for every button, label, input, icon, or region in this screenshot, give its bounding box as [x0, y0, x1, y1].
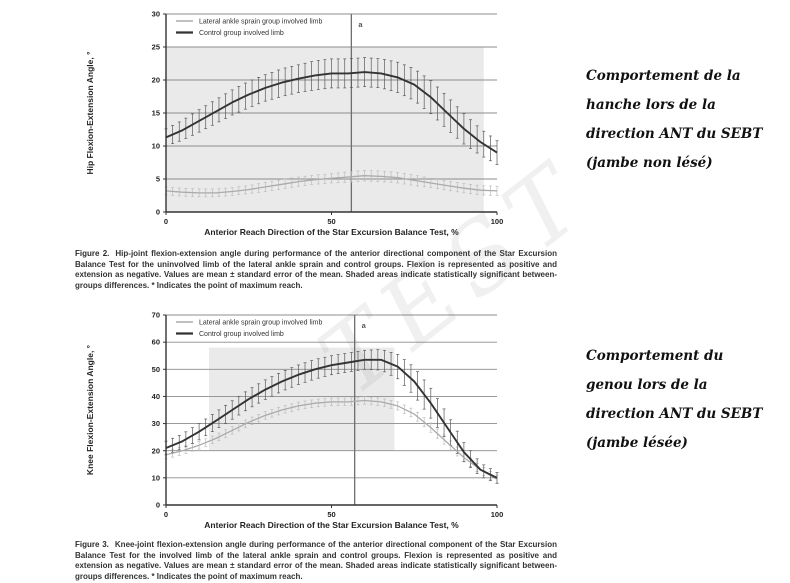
- knee-flexion-chart: a 0 10 20 30 40 50 60 70 0 50 100 Anterior Reach Dir…: [85, 311, 504, 530]
- legend-label: Control group involved limb: [199, 331, 284, 338]
- note-knee: Comportement du genou lors de la directi…: [586, 342, 771, 458]
- y-axis-title: Knee Flexion-Extension Angle, °: [85, 344, 95, 475]
- note-hip-line-2: hanche lors de la: [586, 97, 716, 113]
- marker-label: a: [362, 321, 367, 330]
- series-line: [165, 71, 498, 154]
- svg-text:25: 25: [152, 43, 160, 52]
- figure-2-caption-label: Figure 2.: [75, 249, 110, 258]
- note-hip-line-4: (jambe non lésé): [586, 155, 713, 171]
- figure-3-caption-label: Figure 3.: [75, 540, 109, 549]
- x-axis-title: Anterior Reach Direction of the Star Exc…: [204, 227, 459, 237]
- svg-text:70: 70: [152, 311, 160, 320]
- svg-text:100: 100: [491, 510, 504, 519]
- note-knee-line-4: (jambe lésée): [586, 435, 688, 451]
- shaded-region: [209, 347, 395, 451]
- svg-text:0: 0: [156, 208, 160, 217]
- svg-text:20: 20: [152, 76, 160, 85]
- figure-3-caption-text: Knee-joint flexion-extension angle durin…: [75, 540, 557, 581]
- svg-text:30: 30: [152, 419, 160, 428]
- svg-text:20: 20: [152, 446, 160, 455]
- note-hip-line-1: Comportement de la: [586, 68, 741, 84]
- series-line: [165, 175, 498, 194]
- note-hip: Comportement de la hanche lors de la dir…: [586, 62, 771, 178]
- note-knee-line-3: direction ANT du SEBT: [586, 406, 763, 422]
- note-knee-line-2: genou lors de la: [586, 377, 708, 393]
- svg-text:0: 0: [164, 217, 168, 226]
- svg-text:0: 0: [156, 501, 160, 510]
- svg-text:0: 0: [164, 510, 168, 519]
- series-line: [165, 399, 498, 480]
- figure-3-caption: Figure 3. Knee-joint flexion-extension an…: [75, 540, 557, 583]
- svg-text:15: 15: [152, 109, 160, 118]
- svg-text:50: 50: [327, 217, 335, 226]
- note-hip-line-3: direction ANT du SEBT: [586, 126, 763, 142]
- x-axis-title: Anterior Reach Direction of the Star Exc…: [204, 520, 459, 530]
- svg-text:50: 50: [152, 365, 160, 374]
- svg-text:30: 30: [152, 10, 160, 19]
- figure-2-caption: Figure 2. Hip-joint flexion-extension ang…: [75, 249, 557, 292]
- svg-text:10: 10: [152, 142, 160, 151]
- figure-2-caption-text: Hip-joint flexion-extension angle during…: [75, 249, 558, 290]
- svg-text:60: 60: [152, 338, 160, 347]
- hip-flexion-chart: a 0 5 10 15 20 25 30 0 50 100 Anterior Reach Direct…: [85, 10, 504, 237]
- svg-text:10: 10: [152, 473, 160, 482]
- note-knee-line-1: Comportement du: [586, 348, 724, 364]
- svg-text:40: 40: [152, 392, 160, 401]
- svg-text:5: 5: [156, 175, 160, 184]
- legend-label: Control group involved limb: [199, 30, 284, 37]
- legend-label: Lateral ankle sprain group involved limb: [199, 19, 322, 26]
- marker-label: a: [358, 20, 363, 29]
- svg-text:50: 50: [327, 510, 335, 519]
- y-axis-title: Hip Flexion-Extension Angle, °: [85, 51, 95, 175]
- svg-text:100: 100: [491, 217, 504, 226]
- figure-3-block: a 0 10 20 30 40 50 60 70 0 50 100 Anterior Reach Dir…: [72, 306, 567, 536]
- series-line: [165, 358, 498, 479]
- figure-2-block: a 0 5 10 15 20 25 30 0 50 100 Anterior Reach Direct…: [72, 6, 567, 242]
- legend-label: Lateral ankle sprain group involved limb: [199, 320, 322, 327]
